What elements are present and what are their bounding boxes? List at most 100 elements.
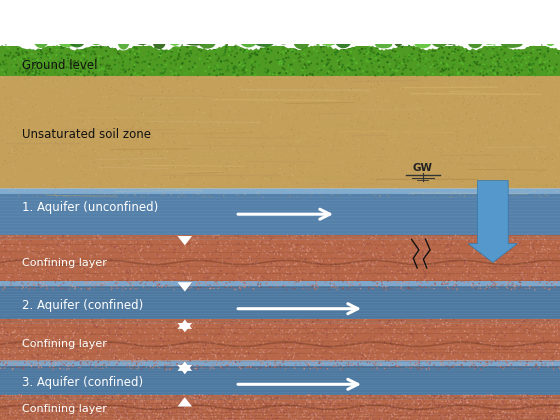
Point	[199, 344, 208, 351]
Point	[253, 44, 262, 51]
Point	[238, 276, 247, 282]
Point	[370, 349, 379, 355]
Point	[222, 362, 231, 369]
Point	[81, 186, 90, 193]
Point	[324, 83, 333, 90]
Point	[501, 416, 510, 420]
Point	[316, 139, 325, 146]
Point	[437, 71, 446, 77]
Point	[227, 321, 236, 328]
Point	[18, 61, 27, 68]
Point	[544, 286, 553, 293]
Point	[532, 254, 541, 261]
Point	[536, 339, 545, 346]
Point	[104, 233, 113, 239]
Point	[312, 399, 321, 406]
Point	[391, 174, 400, 181]
Point	[87, 252, 96, 259]
Point	[442, 246, 451, 253]
Point	[441, 77, 450, 84]
Point	[552, 326, 560, 332]
Point	[259, 346, 268, 353]
Point	[292, 278, 301, 285]
Point	[476, 349, 485, 355]
Point	[88, 319, 97, 326]
Point	[98, 190, 107, 197]
Point	[512, 46, 521, 52]
Point	[124, 279, 133, 286]
Point	[193, 247, 202, 254]
Point	[421, 332, 430, 339]
Point	[52, 163, 60, 170]
Point	[316, 416, 325, 420]
Point	[276, 272, 284, 279]
Point	[74, 336, 83, 342]
Point	[68, 145, 77, 152]
Point	[81, 413, 90, 420]
Point	[24, 347, 33, 354]
Point	[249, 270, 258, 277]
Point	[429, 253, 438, 260]
Point	[152, 46, 161, 52]
Point	[552, 399, 560, 405]
Point	[378, 416, 387, 420]
Point	[388, 258, 396, 265]
Point	[239, 103, 248, 110]
Point	[192, 234, 200, 241]
Point	[143, 79, 152, 86]
Point	[498, 412, 507, 419]
Point	[83, 342, 92, 349]
Point	[321, 413, 330, 420]
Point	[0, 80, 7, 87]
Point	[113, 408, 122, 415]
Point	[133, 394, 142, 400]
Point	[552, 415, 560, 420]
Point	[25, 413, 34, 420]
Point	[104, 123, 113, 130]
Point	[408, 53, 417, 60]
Point	[459, 325, 468, 331]
Point	[94, 99, 103, 105]
Point	[483, 162, 492, 169]
Point	[131, 326, 140, 333]
Point	[493, 58, 502, 65]
Point	[543, 58, 552, 64]
Point	[137, 321, 146, 328]
Point	[262, 173, 271, 180]
Point	[265, 94, 274, 101]
Point	[358, 147, 367, 154]
Point	[359, 249, 368, 256]
Point	[444, 277, 452, 284]
Point	[390, 118, 399, 125]
Point	[46, 173, 55, 180]
Point	[505, 415, 514, 420]
Point	[503, 285, 512, 291]
Point	[371, 192, 380, 199]
Point	[429, 177, 438, 184]
Point	[187, 259, 196, 265]
Point	[358, 131, 367, 137]
Point	[503, 108, 512, 114]
Point	[451, 269, 460, 276]
Point	[274, 106, 283, 113]
Point	[18, 318, 27, 325]
Point	[454, 232, 463, 239]
Point	[433, 336, 442, 343]
Point	[435, 65, 444, 71]
Point	[385, 130, 394, 137]
Point	[465, 152, 474, 158]
Point	[368, 52, 377, 59]
Point	[113, 123, 122, 130]
Point	[54, 123, 63, 130]
Point	[16, 353, 25, 360]
Point	[85, 257, 94, 264]
Point	[310, 405, 319, 412]
Point	[75, 44, 84, 50]
Point	[83, 395, 92, 402]
Point	[389, 401, 398, 407]
Point	[239, 278, 248, 285]
Point	[510, 175, 519, 182]
Point	[535, 324, 544, 331]
Point	[526, 234, 535, 241]
Point	[486, 67, 495, 74]
